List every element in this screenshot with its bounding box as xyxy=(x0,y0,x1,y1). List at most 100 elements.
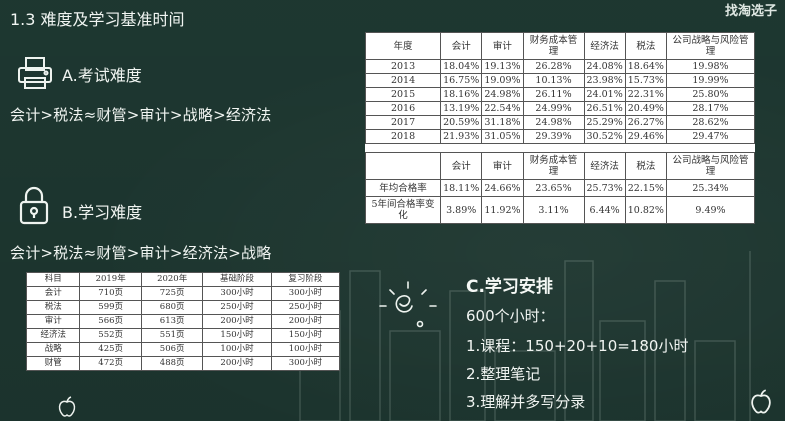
table-header-row: 年度 会计 审计 财务成本管理 经济法 税法 公司战略与风险管理 xyxy=(364,32,756,60)
section-title: 1.3 难度及学习基准时间 xyxy=(10,10,185,29)
table-header-cell: 公司战略与风险管理 xyxy=(665,32,756,60)
table-cell: 22.15% xyxy=(624,179,667,197)
table-cell: 710页 xyxy=(79,286,142,301)
table-row: 2017 20.59% 31.18% 24.98% 25.29% 26.27% 28.62% xyxy=(364,115,756,130)
table-row: 2016 13.19% 22.54% 24.99% 26.51% 20.49% 28.17% xyxy=(364,101,756,116)
table-header-cell: 复习阶段 xyxy=(270,272,341,287)
table-header-cell: 税法 xyxy=(624,32,667,60)
table-cell: 200小时 xyxy=(202,356,272,371)
table-cell: 6.44% xyxy=(583,196,626,224)
table-cell: 21.93% xyxy=(440,129,483,144)
table-cell: 24.98% xyxy=(522,115,585,130)
table-cell: 24.66% xyxy=(481,179,524,197)
exam-difficulty-order: 会计>税法≈财管>审计>战略>经济法 xyxy=(10,106,272,124)
table-header-cell: 公司战略与风险管理 xyxy=(665,152,756,180)
apple-icon xyxy=(751,389,771,414)
table-cell: 150小时 xyxy=(202,328,272,343)
table-cell: 29.39% xyxy=(522,129,585,144)
study-plan-item-3: 3.理解并多写分录 xyxy=(466,393,586,411)
table-cell: 24.98% xyxy=(481,87,524,102)
table-cell: 31.18% xyxy=(481,115,524,130)
table-cell: 19.09% xyxy=(481,73,524,88)
table-cell: 599页 xyxy=(79,300,142,315)
table-cell: 250小时 xyxy=(270,300,341,315)
table-cell: 30.52% xyxy=(583,129,626,144)
spacer-cell xyxy=(584,143,626,153)
table-cell: 18.16% xyxy=(440,87,483,102)
table-cell: 25.29% xyxy=(583,115,626,130)
study-difficulty-heading: B.学习难度 xyxy=(62,203,143,222)
table-cell: 战略 xyxy=(25,342,81,357)
table-cell: 552页 xyxy=(79,328,142,343)
pass-rate-change-row: 5年间合格率变化 3.89% 11.92% 3.11% 6.44% 10.82% 9.49% xyxy=(364,196,756,224)
table-cell: 18.64% xyxy=(624,59,667,74)
table-header-cell: 经济法 xyxy=(583,152,626,180)
table-cell: 2018 xyxy=(364,129,442,144)
table-cell: 150小时 xyxy=(270,328,341,343)
table-cell: 300小时 xyxy=(202,286,272,301)
table-row: 财管 472页 488页 200小时 300小时 xyxy=(25,356,341,371)
table-cell: 725页 xyxy=(140,286,204,301)
table-cell: 16.75% xyxy=(440,73,483,88)
table-cell: 财管 xyxy=(25,356,81,371)
table-cell: 3.89% xyxy=(440,196,483,224)
city-skyline-decoration xyxy=(299,251,751,421)
table-cell: 472页 xyxy=(79,356,142,371)
table-cell: 税法 xyxy=(25,300,81,315)
table-cell: 200小时 xyxy=(202,314,272,329)
study-plan-hours: 600个小时： xyxy=(466,307,555,325)
table-cell: 613页 xyxy=(140,314,204,329)
table-cell: 15.73% xyxy=(624,73,667,88)
table-cell: 29.46% xyxy=(624,129,667,144)
spacer-cell xyxy=(523,143,584,153)
pass-rate-table: 年度 会计 审计 财务成本管理 经济法 税法 公司战略与风险管理 2013 18.04% 19.1… xyxy=(364,32,756,224)
table-cell: 566页 xyxy=(79,314,142,329)
printer-icon xyxy=(18,57,52,89)
table-cell: 26.51% xyxy=(583,101,626,116)
table-cell: 488页 xyxy=(140,356,204,371)
spacer-cell xyxy=(440,143,482,153)
table-cell: 2014 xyxy=(364,73,442,88)
table-cell: 24.01% xyxy=(583,87,626,102)
table-cell: 25.73% xyxy=(583,179,626,197)
lock-icon xyxy=(19,186,49,225)
table-row: 战略 425页 506页 100小时 100小时 xyxy=(25,342,341,357)
table-cell: 2013 xyxy=(364,59,442,74)
spacer-cell xyxy=(666,143,755,153)
lightbulb-sketch-icon xyxy=(379,281,437,328)
table-cell: 20.59% xyxy=(440,115,483,130)
table-cell: 9.49% xyxy=(665,196,756,224)
exam-difficulty-heading: A.考试难度 xyxy=(62,66,142,85)
table-cell: 506页 xyxy=(140,342,204,357)
table-cell: 100小时 xyxy=(202,342,272,357)
table-header-row: 科目 2019年 2020年 基础阶段 复习阶段 xyxy=(25,272,341,287)
table-cell: 10.82% xyxy=(624,196,667,224)
table-cell: 会计 xyxy=(25,286,81,301)
table-row: 审计 566页 613页 200小时 200小时 xyxy=(25,314,341,329)
table-cell: 25.34% xyxy=(665,179,756,197)
table-header-cell xyxy=(364,152,442,180)
study-plan-item-2: 2.整理笔记 xyxy=(466,365,541,383)
table-header-cell: 2019年 xyxy=(79,272,142,287)
table-header-cell: 2020年 xyxy=(140,272,204,287)
table-cell: 24.99% xyxy=(522,101,585,116)
table-cell: 425页 xyxy=(79,342,142,357)
table-row: 会计 710页 725页 300小时 300小时 xyxy=(25,286,341,301)
table-header-cell: 年度 xyxy=(364,32,442,60)
table-cell: 20.49% xyxy=(624,101,667,116)
table-cell: 300小时 xyxy=(270,286,341,301)
table-row: 2014 16.75% 19.09% 10.13% 23.98% 15.73% 19.99% xyxy=(364,73,756,88)
table-spacer-row xyxy=(365,143,755,153)
table-header-cell: 科目 xyxy=(25,272,81,287)
table-cell: 28.17% xyxy=(665,101,756,116)
table-cell: 3.11% xyxy=(522,196,585,224)
table-cell: 22.54% xyxy=(481,101,524,116)
study-hours-table: 科目 2019年 2020年 基础阶段 复习阶段 会计 710页 725页 300小时 300小时… xyxy=(25,272,341,371)
apple-icon xyxy=(58,396,76,417)
table-cell: 551页 xyxy=(140,328,204,343)
table-cell: 100小时 xyxy=(270,342,341,357)
table-cell: 24.08% xyxy=(583,59,626,74)
table-header-cell: 基础阶段 xyxy=(202,272,272,287)
table-cell: 13.19% xyxy=(440,101,483,116)
table-header-cell: 会计 xyxy=(440,32,483,60)
